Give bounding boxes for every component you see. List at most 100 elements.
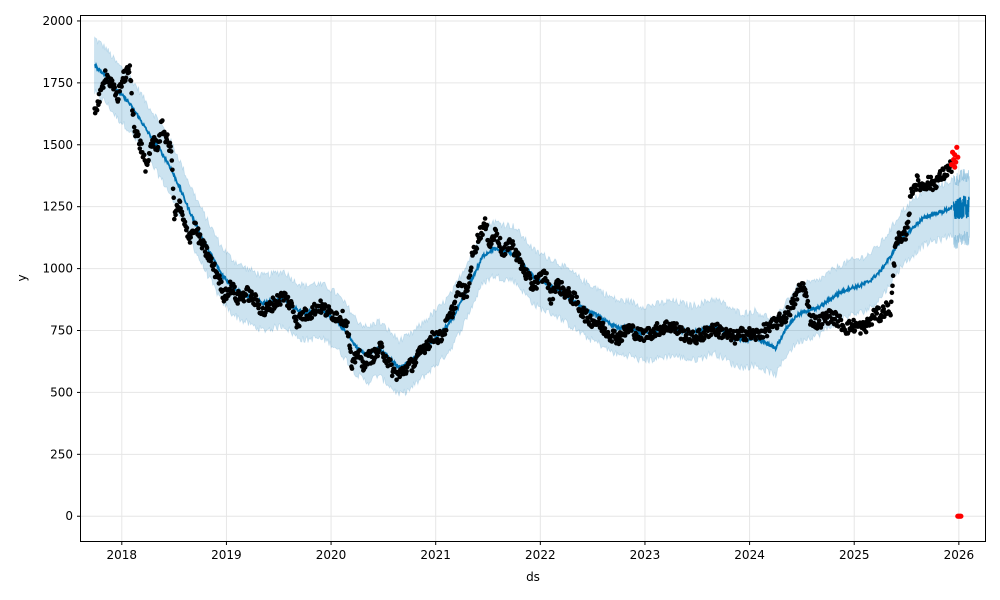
observed-point [934, 184, 939, 190]
observed-point [204, 245, 210, 251]
observed-point [442, 332, 448, 337]
observed-point [881, 306, 886, 312]
observed-point [202, 240, 207, 245]
observed-point [119, 84, 124, 89]
observed-point [732, 341, 738, 346]
x-tick-label: 2020 [316, 548, 347, 562]
observed-point [469, 265, 474, 271]
observed-point [285, 294, 291, 300]
observed-point [832, 316, 838, 322]
observed-point [684, 332, 689, 337]
observed-point [502, 251, 508, 257]
observed-point [924, 186, 929, 192]
observed-point [344, 323, 349, 329]
observed-point [493, 227, 499, 233]
observed-point [303, 307, 309, 313]
observed-point [340, 308, 345, 314]
observed-point [334, 311, 340, 316]
uncertainty-band-layer [94, 36, 970, 397]
observed-point [171, 195, 176, 200]
observed-point [553, 289, 558, 295]
observed-point [241, 298, 247, 304]
observed-point [497, 235, 503, 241]
observed-point [690, 329, 696, 335]
observed-point [740, 326, 745, 331]
observed-point [792, 302, 798, 307]
observed-point [349, 366, 355, 371]
observed-point [510, 239, 515, 244]
observed-point [467, 273, 473, 278]
observed-point [520, 262, 525, 267]
observed-point [605, 329, 611, 335]
observed-point [235, 301, 240, 306]
observed-point [837, 313, 843, 319]
y-tick-label: 1500 [42, 138, 73, 152]
observed-point [890, 283, 895, 289]
observed-point [410, 368, 415, 374]
outlier-points-layer [948, 144, 964, 519]
observed-point [928, 174, 934, 180]
observed-point [559, 280, 564, 285]
y-tick-label: 500 [50, 385, 73, 399]
observed-point [129, 90, 134, 96]
observed-point [787, 312, 793, 318]
outlier-point [953, 159, 959, 165]
observed-point [255, 298, 261, 304]
plot-frame [80, 15, 986, 542]
observed-point [528, 276, 533, 281]
x-tick-label: 2024 [734, 548, 765, 562]
observed-point [209, 255, 214, 261]
uncertainty-band [94, 36, 953, 397]
observed-point [767, 328, 772, 334]
y-tick-label: 1250 [42, 200, 73, 214]
observed-point [845, 331, 851, 336]
observed-point [253, 293, 259, 298]
observed-point [489, 241, 494, 247]
observed-point [654, 321, 660, 326]
x-tick-label: 2022 [525, 548, 556, 562]
observed-point [858, 331, 863, 336]
observed-point [167, 140, 173, 146]
observed-point [905, 225, 910, 230]
observed-point [574, 294, 579, 300]
observed-point [389, 362, 394, 367]
observed-point [694, 340, 699, 346]
observed-point [794, 297, 800, 302]
observed-point [548, 301, 554, 306]
observed-point [566, 286, 571, 291]
observed-point [173, 212, 178, 218]
observed-points-layer [92, 63, 955, 383]
observed-point [397, 374, 403, 380]
observed-point [101, 85, 106, 90]
observed-point [452, 299, 458, 305]
observed-point [375, 353, 381, 359]
observed-point [219, 279, 224, 285]
observed-point [753, 337, 758, 343]
x-tick-label: 2026 [944, 548, 975, 562]
observed-point [112, 85, 117, 90]
outlier-point [952, 164, 958, 170]
observed-point [534, 286, 539, 291]
observed-point [117, 89, 122, 94]
observed-point [777, 311, 782, 317]
observed-point [453, 305, 458, 311]
observed-point [535, 280, 541, 286]
observed-point [103, 68, 108, 73]
observed-point [869, 322, 875, 327]
observed-point [944, 172, 950, 178]
observed-point [784, 315, 789, 321]
observed-point [128, 78, 134, 84]
observed-point [389, 373, 395, 379]
observed-point [160, 118, 165, 123]
observed-point [383, 353, 389, 359]
observed-point [126, 69, 132, 75]
y-axis-ticks: 0 250 500 750 1000 1250 1500 1750 2000 [42, 14, 81, 523]
observed-point [422, 350, 428, 356]
observed-point [136, 132, 141, 137]
observed-point [147, 151, 153, 156]
observed-point [819, 322, 825, 327]
observed-point [450, 314, 455, 320]
